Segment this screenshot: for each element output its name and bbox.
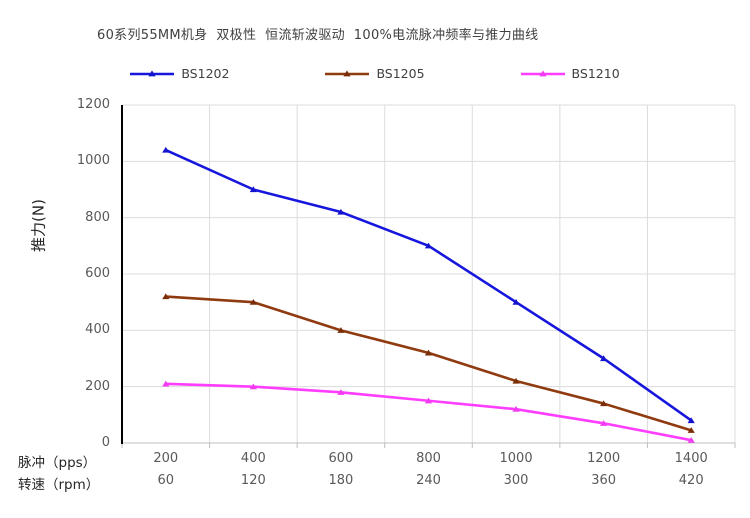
x-tick-pps: 1200 xyxy=(587,451,621,466)
legend-label: BS1210 xyxy=(571,66,620,81)
y-tick-label: 1200 xyxy=(76,97,110,112)
data-point-marker xyxy=(424,397,433,404)
chart-title: 60系列55MM机身 双极性 恒流斩波驱动 100%电流脉冲频率与推力曲线 xyxy=(97,28,539,43)
x-tick-pps: 1000 xyxy=(499,451,533,466)
x-tick-pps: 800 xyxy=(416,451,441,466)
legend-label: BS1202 xyxy=(181,66,230,81)
x-tick-pps: 1400 xyxy=(674,451,708,466)
data-point-marker xyxy=(337,389,345,395)
data-point-marker xyxy=(249,298,257,305)
series-line-BS1210 xyxy=(164,382,693,442)
x-tick-pps: 600 xyxy=(328,451,354,466)
y-tick-label: 400 xyxy=(85,322,110,338)
x-tick-rpm: 300 xyxy=(503,473,529,488)
y-tick-label: 1000 xyxy=(76,153,110,169)
y-tick-label: 0 xyxy=(101,435,110,450)
legend-swatch xyxy=(325,69,370,76)
data-point-marker xyxy=(600,420,608,426)
data-point-marker xyxy=(162,293,170,300)
x-tick-rpm: 120 xyxy=(240,473,266,488)
legend-label: BS1205 xyxy=(376,66,425,81)
legend-swatch xyxy=(130,69,175,76)
x-tick-rpm: 420 xyxy=(678,473,704,488)
x-axis-row2-label: 转速（rpm） xyxy=(18,477,100,493)
data-point-marker xyxy=(424,349,433,356)
x-tick-rpm: 180 xyxy=(328,473,354,488)
data-point-marker xyxy=(162,146,170,153)
data-point-marker xyxy=(512,377,520,384)
x-tick-rpm: 240 xyxy=(416,473,441,488)
data-point-marker xyxy=(600,355,608,362)
x-tick-pps: 400 xyxy=(240,451,266,466)
data-point-marker xyxy=(337,327,345,333)
data-point-marker xyxy=(337,208,345,215)
data-point-marker xyxy=(424,242,433,249)
data-point-marker xyxy=(512,298,520,305)
legend-swatch xyxy=(520,69,565,76)
legend-item-BS1205: BS1205 xyxy=(325,66,425,81)
legend: BS1202 BS1205 BS1210 xyxy=(0,66,750,81)
data-point-marker xyxy=(687,436,695,443)
x-tick-pps: 200 xyxy=(153,451,179,466)
data-point-marker xyxy=(687,417,695,424)
legend-item-BS1210: BS1210 xyxy=(520,66,620,81)
data-point-marker xyxy=(249,186,257,193)
data-point-marker xyxy=(600,400,608,407)
series-line-BS1202 xyxy=(164,148,693,422)
x-axis-row1-label: 脉冲（pps） xyxy=(18,455,97,471)
data-point-marker xyxy=(162,380,170,387)
data-point-marker xyxy=(687,427,695,433)
data-point-marker xyxy=(512,406,520,412)
y-tick-label: 800 xyxy=(85,209,110,225)
y-tick-label: 200 xyxy=(85,378,110,394)
data-point-marker xyxy=(249,383,257,390)
x-tick-rpm: 360 xyxy=(591,473,617,488)
x-tick-rpm: 60 xyxy=(157,473,175,488)
legend-item-BS1202: BS1202 xyxy=(130,66,229,81)
y-tick-label: 600 xyxy=(85,266,110,281)
